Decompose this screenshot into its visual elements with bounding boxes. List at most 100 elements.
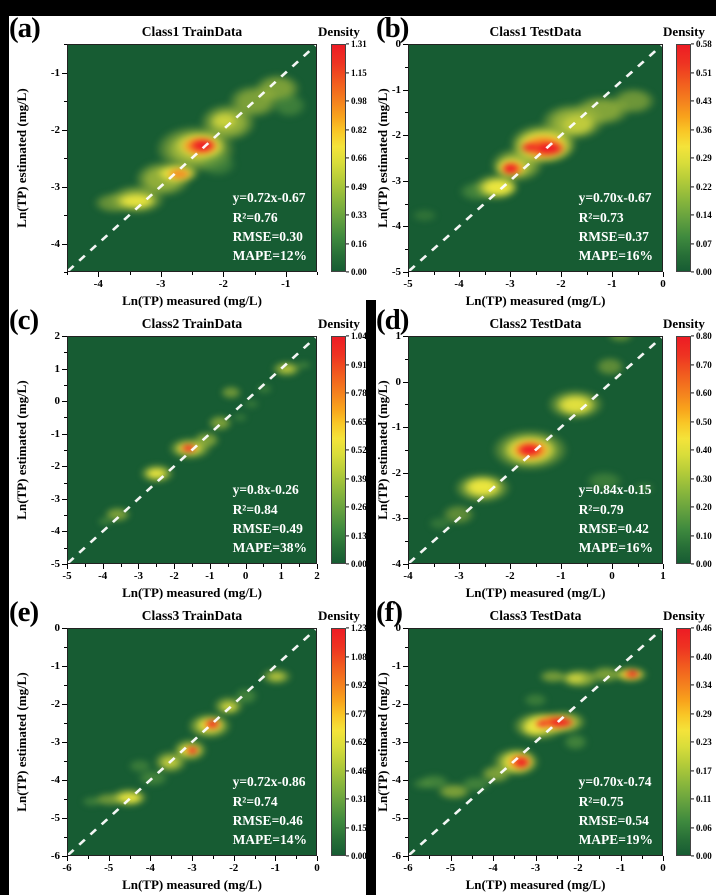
density-peak [184,135,222,156]
x-axis-label: Ln(TP) measured (mg/L) [122,877,262,892]
density-peak [216,382,246,402]
density-peak [588,353,631,380]
colorbar-tick-labels: 1.04 0.91 0.78 0.65 0.52 0.39 0.26 0.13 0.00 [346,331,374,569]
stat-equation: y=0.8x-0.26 [232,482,299,498]
density-peak [559,670,591,687]
colorbar [676,44,691,272]
x-axis-label: Ln(TP) measured (mg/L) [122,293,262,308]
panel-class1-traindata: (a) Class1 TrainData Ln(TP) estimated (m… [9,12,367,308]
density-peak [434,499,483,529]
density-peak [623,669,642,679]
colorbar [331,336,346,564]
density-peak [517,690,554,711]
stat-equation: y=0.84x-0.15 [578,482,652,498]
plot-area: y=0.72x-0.67 R²=0.76 RMSE=0.30 MAPE=12% [67,44,317,272]
panel-class3-traindata: (e) Class3 TrainData Ln(TP) estimated (m… [9,596,367,895]
colorbar-title: Density [318,608,360,623]
density-peak [265,670,288,683]
stat-rmse: RMSE=0.42 [578,520,649,536]
density-peak [511,440,547,460]
panel-class3-testdata: (f) Class3 TestData Ln(TP) estimated (mg… [375,596,716,895]
stat-equation: y=0.70x-0.74 [578,774,652,790]
density-heatmap [68,45,316,271]
identity-line [68,629,316,855]
density-peak [601,81,662,120]
density-peak [93,514,116,529]
stat-equation: y=0.72x-0.67 [232,190,306,206]
y-axis-label: Ln(TP) estimated (mg/L) [14,380,29,520]
plot-title: Class3 TrainData [141,608,243,623]
density-peak [275,363,298,375]
stats-annotation: y=0.70x-0.74 R²=0.75 RMSE=0.54 MAPE=19% [579,772,653,849]
stats-annotation: y=0.8x-0.26 R²=0.84 RMSE=0.49 MAPE=38% [233,480,307,557]
stat-equation: y=0.70x-0.67 [578,190,652,206]
density-peak [229,410,252,425]
density-peak [186,746,200,756]
panel-label: (b) [376,12,409,44]
colorbar [331,44,346,272]
colorbar [331,628,346,856]
x-axis-ticks: -6 -5 -4 -3 -2 -1 0 [62,856,320,880]
stat-mape: MAPE=14% [232,831,307,847]
stat-r2: R²=0.79 [578,501,624,517]
colorbar-title: Density [318,316,360,331]
colorbar-tick-labels: 0.58 0.51 0.43 0.36 0.29 0.22 0.14 0.07 0.00 [691,39,715,277]
plot-area: y=0.70x-0.67 R²=0.73 RMSE=0.37 MAPE=16% [408,44,663,272]
identity-line [68,337,316,563]
density-peak [264,87,315,124]
density-peak [141,466,173,482]
x-axis-label: Ln(TP) measured (mg/L) [122,585,262,600]
identity-line [68,45,316,271]
density-peak [577,466,631,496]
panel-label: (a) [9,12,41,44]
x-axis-ticks: -4 -3 -2 -1 [67,272,318,296]
y-axis-label: Ln(TP) estimated (mg/L) [14,88,29,228]
density-peak [204,718,222,730]
y-axis-ticks: -4 -3 -2 -1 0 1 [376,330,408,570]
density-heatmap [409,629,662,855]
density-peak [240,397,263,411]
density-peak [601,337,639,346]
y-axis-ticks: -6 -5 -4 -3 -2 -1 0 [35,622,67,862]
colorbar-tick-labels: 0.80 0.70 0.60 0.50 0.40 0.30 0.20 0.10 0.00 [691,331,715,569]
identity-line [409,337,662,563]
stats-annotation: y=0.84x-0.15 R²=0.79 RMSE=0.42 MAPE=16% [579,480,653,557]
density-peak [532,718,552,730]
plot-title: Class2 TrainData [141,316,243,331]
plot-area: y=0.72x-0.86 R²=0.74 RMSE=0.46 MAPE=14% [67,628,317,856]
density-peak [178,443,198,453]
panel-label: (f) [376,596,403,628]
stat-equation: y=0.72x-0.86 [232,774,306,790]
colorbar-tick-labels: 1.31 1.15 0.98 0.82 0.66 0.49 0.33 0.16 0.00 [346,39,374,277]
y-axis-ticks: -6 -5 -4 -3 -2 -1 0 [376,622,408,862]
stat-r2: R²=0.76 [232,209,278,225]
x-axis-label: Ln(TP) measured (mg/L) [465,585,606,600]
stat-rmse: RMSE=0.30 [232,228,303,244]
density-peak [548,390,602,420]
density-peak [557,730,593,754]
stat-mape: MAPE=38% [232,539,307,555]
y-axis-ticks: -5 -4 -3 -2 -1 0 1 2 [35,330,67,570]
plot-title: Class2 TestData [489,316,582,331]
x-axis-ticks: -5 -4 -3 -2 -1 0 1 2 [62,564,320,588]
y-axis-label: Ln(TP) estimated (mg/L) [14,672,29,812]
stat-mape: MAPE=19% [578,831,653,847]
stat-mape: MAPE=16% [578,247,653,263]
x-axis-label: Ln(TP) measured (mg/L) [465,877,606,892]
panel-label: (d) [376,304,409,336]
x-axis-ticks: -4 -3 -2 -1 0 1 [403,564,666,588]
density-peak [205,109,244,133]
stat-r2: R²=0.74 [232,793,278,809]
stat-rmse: RMSE=0.37 [578,228,649,244]
column-separator-bar [366,300,376,895]
y-axis-ticks: -5 -4 -3 -2 -1 0 [376,38,408,278]
plot-area: y=0.70x-0.74 R²=0.75 RMSE=0.54 MAPE=19% [408,628,663,856]
panel-label: (e) [9,596,39,628]
density-peak [409,205,443,225]
colorbar [676,336,691,564]
stat-mape: MAPE=16% [578,539,653,555]
panel-class1-testdata: (b) Class1 TestData Ln(TP) estimated (mg… [375,12,716,308]
colorbar-tick-labels: 1.23 1.08 0.92 0.77 0.62 0.46 0.31 0.15 0.00 [346,623,374,861]
stat-mape: MAPE=12% [232,247,307,263]
x-axis-ticks: -5 -4 -3 -2 -1 0 [403,272,666,296]
